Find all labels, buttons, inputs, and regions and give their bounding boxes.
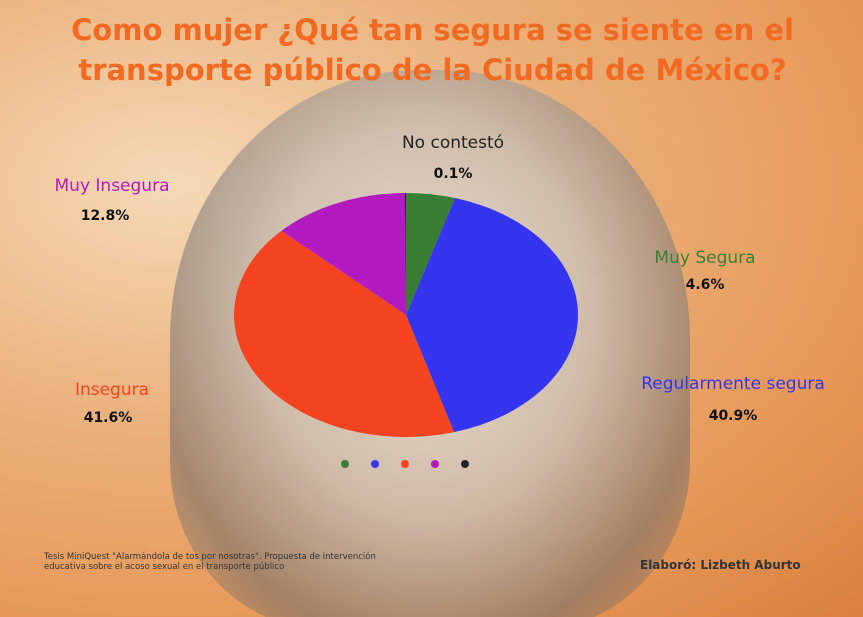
slice-name: No contestó [402,133,504,153]
slice-name: Muy Segura [654,248,755,268]
slice-value: 0.1% [434,166,473,182]
slice-value: 41.6% [84,410,133,426]
slice-name: Regularmente segura [641,374,825,394]
chart-title: Como mujer ¿Qué tan segura se siente en … [71,13,794,87]
slice-value: 40.9% [709,408,758,424]
pie-slice [406,198,578,433]
footnote: Tesis MiniQuest "Alarmándola de tos por … [44,552,376,572]
legend-dot [431,460,439,468]
pie-slice [234,230,454,437]
legend-dot [461,460,469,468]
slice-value: 4.6% [686,277,725,293]
pie-slice [406,193,456,315]
legend-dot [371,460,379,468]
slice-name: Muy Insegura [55,176,170,196]
legend-dot [401,460,409,468]
pie-slice [404,193,406,315]
credit: Elaboró: Lizbeth Aburto [640,558,801,572]
pie-slice [281,193,406,315]
slice-value: 12.8% [81,208,130,224]
slice-name: Insegura [75,380,149,400]
legend-dot [341,460,349,468]
